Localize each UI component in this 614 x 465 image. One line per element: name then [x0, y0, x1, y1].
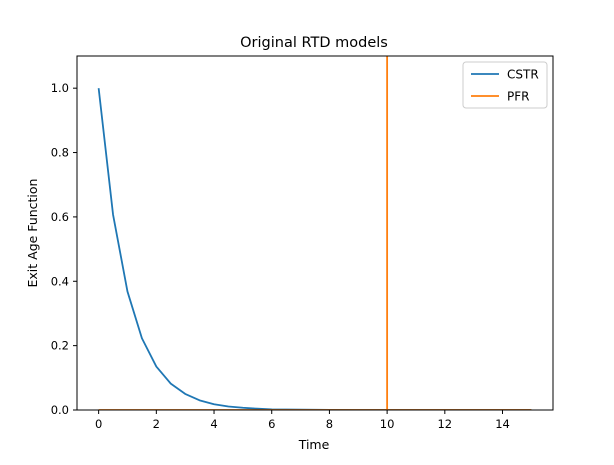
legend-label-pfr: PFR: [507, 90, 529, 104]
x-tick-label: 0: [95, 417, 102, 431]
x-tick-label: 2: [153, 417, 160, 431]
legend: CSTR PFR: [462, 61, 548, 109]
chart-title: Original RTD models: [240, 35, 388, 51]
legend-label-cstr: CSTR: [507, 68, 539, 82]
x-tick-label: 8: [326, 417, 333, 431]
y-tick-label: 0.6: [51, 210, 69, 224]
axes: 0 2 4 6 8 10 12 14 0.0 0.2 0.4 0.6 0.8 1.0: [51, 55, 554, 431]
x-tick-label: 4: [210, 417, 217, 431]
x-tick-label: 12: [437, 417, 452, 431]
plot-area: [97, 56, 532, 410]
y-tick-label: 0.8: [51, 146, 69, 160]
y-tick-label: 1.0: [51, 81, 69, 95]
y-axis-label: Exit Age Function: [25, 179, 40, 288]
x-tick-label: 6: [268, 417, 275, 431]
series-line-cstr: [97, 88, 532, 410]
axes-frame: [76, 55, 554, 411]
y-tick-label: 0.0: [51, 403, 69, 417]
y-tick-label: 0.2: [51, 339, 69, 353]
x-axis-label: Time: [298, 437, 330, 452]
x-tick-label: 10: [380, 417, 395, 431]
y-tick-label: 0.4: [51, 274, 69, 288]
x-tick-label: 14: [495, 417, 510, 431]
